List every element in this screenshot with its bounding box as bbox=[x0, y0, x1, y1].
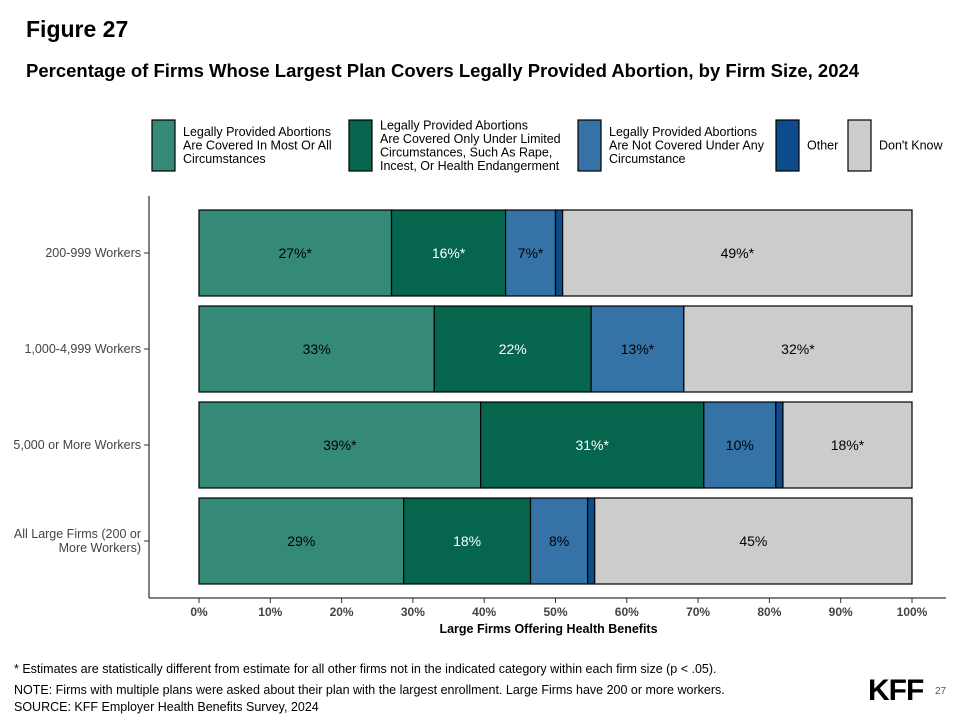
plot-area: 0% 10% 20% 30% 40% 50% 60% 70% 80% 90% 100% Large F… bbox=[13, 196, 946, 636]
bar-segment bbox=[403, 497, 532, 585]
data-label: 18%* bbox=[831, 437, 865, 453]
source: SOURCE: KFF Employer Health Benefits Sur… bbox=[14, 700, 319, 714]
data-label: 10% bbox=[726, 437, 754, 453]
x-axis-title: Large Firms Offering Health Benefits bbox=[439, 622, 657, 636]
bar-segment bbox=[529, 497, 589, 585]
footnote: * Estimates are statistically different … bbox=[14, 662, 717, 676]
x-tick-label: 70% bbox=[686, 605, 710, 619]
data-label: 27%* bbox=[279, 245, 313, 261]
data-label: 49%* bbox=[721, 245, 755, 261]
x-tick-label: 50% bbox=[543, 605, 567, 619]
legend-label: Circumstances, Such As Rape, bbox=[380, 145, 552, 159]
data-label: 13%* bbox=[621, 341, 655, 357]
x-tick-label: 60% bbox=[615, 605, 639, 619]
legend-swatch bbox=[775, 119, 800, 172]
bar-segment bbox=[594, 497, 913, 585]
legend-swatch bbox=[151, 119, 176, 172]
bar-segment bbox=[683, 305, 913, 393]
figure-label: Figure 27 bbox=[26, 16, 129, 42]
legend-label: Other bbox=[807, 139, 838, 153]
bar-segment bbox=[586, 497, 596, 585]
x-tick-label: 20% bbox=[330, 605, 354, 619]
legend-swatch bbox=[577, 119, 602, 172]
page-number: 27 bbox=[935, 686, 947, 697]
category-label: 1,000-4,999 Workers bbox=[25, 342, 142, 356]
bar-segment bbox=[198, 209, 393, 297]
legend-label: Are Not Covered Under Any bbox=[609, 139, 765, 153]
data-label: 16%* bbox=[432, 245, 466, 261]
data-label: 31%* bbox=[575, 437, 609, 453]
legend-label: Legally Provided Abortions bbox=[380, 118, 528, 132]
legend-label: Don't Know bbox=[879, 139, 944, 153]
category-label: More Workers) bbox=[59, 541, 141, 555]
bar-segment bbox=[562, 209, 913, 297]
category-label: All Large Firms (200 or bbox=[14, 527, 141, 541]
note: NOTE: Firms with multiple plans were ask… bbox=[14, 683, 725, 697]
legend-swatch bbox=[847, 119, 872, 172]
bar-segment bbox=[480, 401, 705, 489]
data-label: 29% bbox=[287, 533, 315, 549]
bar-segment bbox=[554, 209, 564, 297]
legend-label: Incest, Or Health Endangerment bbox=[380, 159, 560, 173]
legend-label: Legally Provided Abortions bbox=[609, 125, 757, 139]
legend-label: Are Covered Only Under Limited bbox=[380, 132, 561, 146]
x-tick-label: 0% bbox=[190, 605, 208, 619]
bar-segment bbox=[590, 305, 685, 393]
bar-segment bbox=[198, 401, 482, 489]
x-tick-label: 100% bbox=[897, 605, 928, 619]
x-tick-label: 30% bbox=[401, 605, 425, 619]
bar-segment bbox=[775, 401, 784, 489]
data-label: 7%* bbox=[518, 245, 544, 261]
category-label: 5,000 or More Workers bbox=[13, 438, 141, 452]
data-label: 45% bbox=[739, 533, 767, 549]
data-label: 32%* bbox=[781, 341, 815, 357]
legend-label: Are Covered In Most Or All bbox=[183, 139, 332, 153]
bar-segment bbox=[703, 401, 777, 489]
category-label: 200-999 Workers bbox=[45, 246, 141, 260]
x-tick-label: 10% bbox=[258, 605, 282, 619]
bar-segment bbox=[782, 401, 913, 489]
chart-title: Percentage of Firms Whose Largest Plan C… bbox=[26, 60, 860, 81]
data-label: 39%* bbox=[323, 437, 357, 453]
legend-swatch bbox=[348, 119, 373, 172]
bar-segment bbox=[504, 209, 557, 297]
bar-segment bbox=[390, 209, 507, 297]
data-label: 33% bbox=[303, 341, 331, 357]
data-label: 18% bbox=[453, 533, 481, 549]
data-label: 22% bbox=[499, 341, 527, 357]
legend-label: Legally Provided Abortions bbox=[183, 125, 331, 139]
x-tick-label: 40% bbox=[472, 605, 496, 619]
x-tick-label: 80% bbox=[757, 605, 781, 619]
legend-label: Circumstance bbox=[609, 152, 685, 166]
legend-label: Circumstances bbox=[183, 152, 266, 166]
bar-segment bbox=[198, 305, 435, 393]
kff-logo: KFF bbox=[868, 674, 924, 707]
bar-segment bbox=[198, 497, 405, 585]
x-tick-label: 90% bbox=[829, 605, 853, 619]
data-label: 8% bbox=[549, 533, 569, 549]
